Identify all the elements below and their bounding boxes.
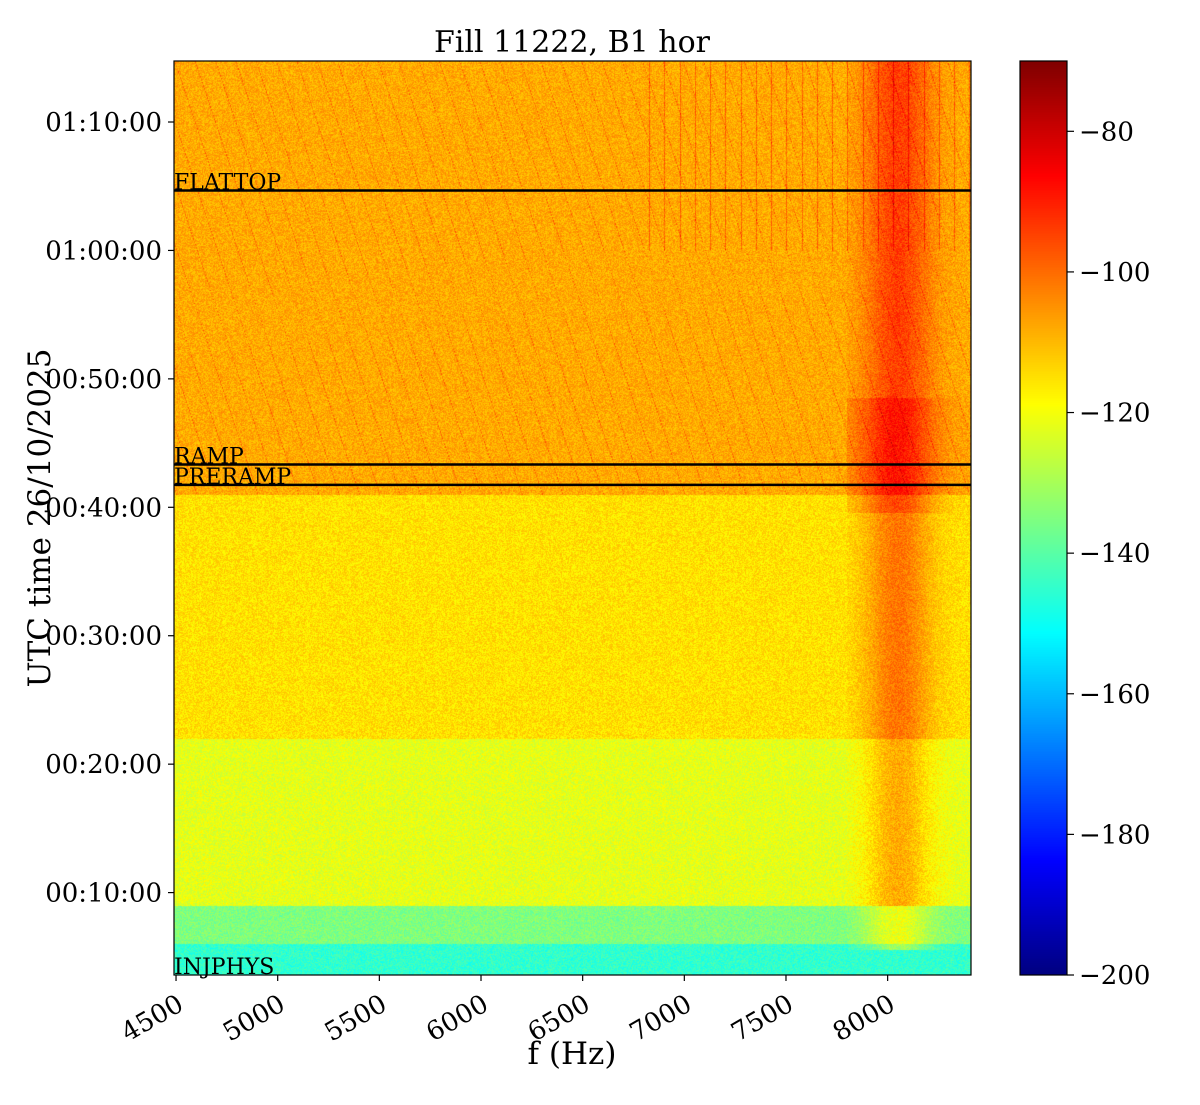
- colorbar: [1020, 61, 1067, 975]
- plot-frame: [173, 60, 972, 976]
- phase-label-flattop: FLATTOP: [174, 171, 281, 196]
- y-tick-label: 00:10:00: [45, 879, 162, 909]
- x-tick-label: 7000: [625, 989, 697, 1048]
- x-tick-label: 6000: [421, 989, 493, 1048]
- x-tick-label: 7500: [726, 989, 798, 1048]
- x-tick-label: 8000: [828, 989, 900, 1048]
- x-axis: 4500 5000 5500 6000 6500 7000 7500 8000: [116, 975, 900, 1048]
- phase-label-preramp: PRERAMP: [174, 465, 291, 490]
- y-axis: 00:10:00 00:20:00 00:30:00 00:40:00 00:50:00…: [45, 108, 174, 909]
- phase-label-injphys: INJPHYS: [174, 955, 274, 980]
- y-tick-label: 00:20:00: [45, 750, 162, 780]
- y-tick-label: 00:50:00: [45, 365, 162, 395]
- x-tick-label: 5000: [218, 989, 290, 1048]
- x-tick-label: 4500: [116, 989, 188, 1048]
- spectrogram-heatmap-container: [174, 61, 971, 975]
- x-axis-label: f (Hz): [528, 1036, 617, 1072]
- colorbar-tick-label: −140: [1079, 539, 1150, 569]
- colorbar-tick-label: −180: [1079, 820, 1150, 850]
- colorbar-tick-label: −160: [1079, 680, 1150, 710]
- chart-title: Fill 11222, B1 hor: [434, 25, 711, 60]
- colorbar-tick-label: −120: [1079, 399, 1150, 429]
- colorbar-tick-label: −200: [1079, 961, 1150, 991]
- colorbar-tick-label: −100: [1079, 258, 1150, 288]
- colorbar-tick-label: −80: [1079, 117, 1134, 147]
- spectrogram-heatmap: [174, 61, 971, 975]
- colorbar-container: [1020, 61, 1067, 975]
- y-axis-label: UTC time 26/10/2025: [22, 348, 58, 687]
- y-tick-label: 00:40:00: [45, 493, 162, 523]
- colorbar-frame: [1019, 60, 1068, 976]
- colorbar-ticks: −80 −100 −120 −140 −160 −180 −200: [1067, 117, 1150, 991]
- x-tick-label: 5500: [320, 989, 392, 1048]
- y-tick-label: 00:30:00: [45, 622, 162, 652]
- y-tick-label: 01:00:00: [45, 236, 162, 266]
- y-tick-label: 01:10:00: [45, 108, 162, 138]
- phase-label-ramp: RAMP: [174, 444, 244, 469]
